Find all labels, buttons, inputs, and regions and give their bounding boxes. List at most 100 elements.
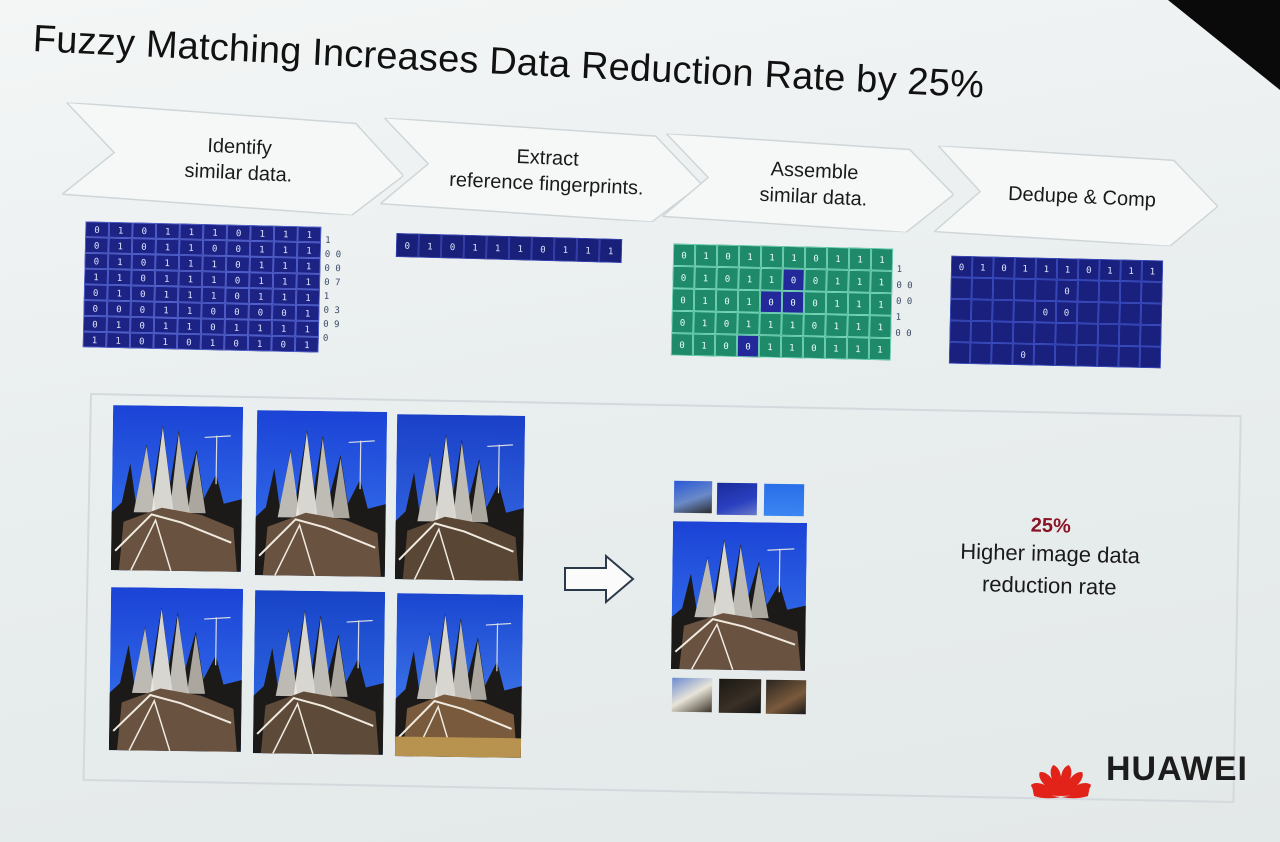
bit-label: 1 [257,340,263,350]
bit-label: 0 [141,243,147,253]
grid-cell [486,235,510,260]
grid-cell [273,225,298,242]
bit-label: 0 [186,338,192,348]
bit-label: 1 [211,276,217,286]
grid-cell [759,290,783,314]
bit-label: 1 [835,277,841,287]
identify-side-numbers: 1 0 0 0 0 0 7 1 0 3 0 9 0 [323,234,342,346]
similar-image [110,405,244,572]
bit-label: 1 [472,244,478,254]
grid-cell [694,266,717,290]
bit-label: 1 [857,255,863,265]
grid-cell [671,288,695,312]
bit-label: 1 [305,294,311,304]
grid-cell [737,289,761,313]
grid-cell [758,335,782,358]
grid-cell [692,333,716,357]
side-number: 1 [323,291,330,302]
grid-cell [1013,278,1036,301]
bit-label: 1 [1022,265,1028,275]
side-number: 0 9 [323,319,340,331]
grid-cell [848,270,871,293]
side-number: 1 [895,312,902,323]
grid-cell [250,240,274,258]
bit-label: 0 [1043,308,1049,318]
bit-label: 1 [834,300,840,310]
grid-cell [868,337,892,361]
bit-label: 1 [186,323,192,333]
bit-label: 0 [235,276,241,286]
bit-label: 0 [681,251,687,261]
step-identify-label: Identify similar data. [184,134,293,187]
grid-cell [202,255,227,272]
grid-cell [296,257,321,274]
bit-label: 0 [234,292,240,302]
bit-label: 0 [812,299,818,309]
bit-label: 1 [187,291,193,301]
delta-tile [763,483,805,517]
bit-label: 0 [812,322,818,332]
bit-label: 1 [283,230,289,240]
bit-label: 1 [747,275,753,285]
bit-label: 0 [210,307,216,317]
chevron-shape [61,102,405,217]
grid-cell [154,270,179,287]
grid-cell [272,272,297,290]
grid-cell [177,318,202,335]
grid-cell [1034,322,1056,345]
grid-cell [991,321,1014,344]
result-description: Higher image data reduction rate [959,538,1141,600]
grid-cell [107,300,131,317]
grid-cell [84,252,109,270]
grid-cell [273,257,297,274]
grid-cell [531,236,555,262]
grid-cell [576,237,600,263]
bit-label: 0 [1064,309,1070,319]
bit-label: 1 [879,278,885,288]
grid-cell [83,315,107,332]
grid-cell [178,286,202,303]
grid-cell [802,336,826,359]
grid-cell [107,284,132,302]
grid-cell [737,312,760,335]
grid-cell [847,292,871,316]
grid-cell [130,301,155,318]
bit-label: 1 [282,277,288,287]
grid-cell [296,289,320,306]
grid-cell [1097,345,1119,368]
bit-label: 1 [282,262,288,272]
grid-cell [132,238,156,255]
huawei-brand: HUAWEI [1026,738,1248,800]
bit-label: 0 [680,319,686,329]
grid-cell [759,312,782,336]
bit-label: 1 [282,293,288,303]
grid-cell [106,316,131,333]
bit-label: 1 [304,325,310,335]
grid-cell [993,256,1015,279]
bit-label: 0 [724,320,730,330]
bit-label: 1 [258,277,264,287]
identify-grid: 0 1 0 1 1 1 0 1 1 1 0 1 0 1 1 0 0 1 1 1 0 1 0 1 1 1 0 1 1 1 1 1 0 1 1 1 0 1 1 1… [82,221,322,353]
bit-label: 1 [856,323,862,333]
grid-cell [780,335,804,359]
grid-cell [599,238,623,263]
step-identify: Identify similar data. [61,102,406,217]
grid-cell [714,334,738,357]
side-number: 0 0 [895,296,913,308]
grid-cell [781,290,805,314]
bit-label: 0 [141,258,147,268]
brand-name: HUAWEI [1106,749,1248,788]
bit-label: 0 [725,275,731,285]
delta-tile [718,678,762,714]
bit-label: 0 [679,341,685,351]
grid-cell [272,304,296,321]
grid-cell [106,332,131,349]
grid-cell [297,242,321,259]
bit-label: 1 [517,245,523,255]
grid-cell [108,221,133,239]
bit-label: 1 [259,230,265,240]
grid-cell [715,289,739,313]
similar-image [108,587,244,752]
grid-cell [272,288,297,305]
assemble-side-numbers: 1 0 0 0 0 1 0 0 [895,262,913,342]
